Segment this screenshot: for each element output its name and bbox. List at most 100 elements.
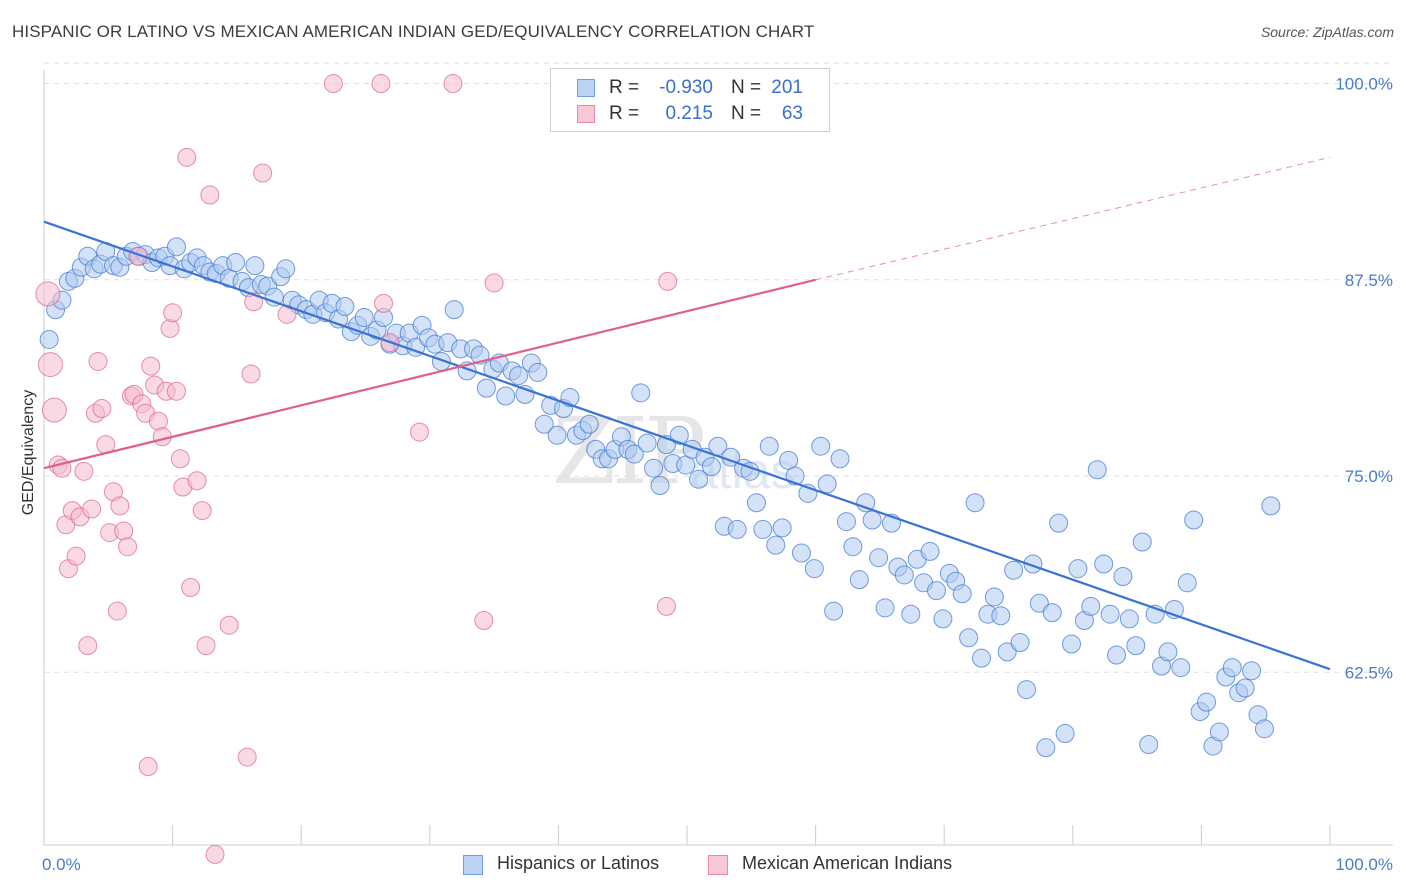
point-hispanic — [1113, 567, 1133, 587]
point-hispanic — [1184, 510, 1204, 530]
point-mexican-american-indian — [374, 293, 394, 313]
point-hispanic — [39, 329, 59, 349]
point-hispanic — [1261, 496, 1281, 516]
point-mexican-american-indian — [37, 352, 63, 378]
legend-n-value: 201 — [771, 77, 803, 98]
point-hispanic — [1242, 661, 1262, 681]
trend-extension-mexican-american-indian — [815, 156, 1331, 281]
point-mexican-american-indian — [219, 615, 239, 635]
point-mexican-american-indian — [141, 356, 161, 376]
point-mexican-american-indian — [371, 74, 391, 94]
point-hispanic — [746, 493, 766, 513]
point-hispanic — [824, 601, 844, 621]
point-hispanic — [335, 296, 355, 316]
point-hispanic — [984, 587, 1004, 607]
legend-r-value: -0.930 — [659, 77, 713, 98]
point-hispanic — [1171, 658, 1191, 678]
point-hispanic — [496, 386, 516, 406]
point-hispanic — [644, 458, 664, 478]
point-hispanic — [836, 512, 856, 532]
point-hispanic — [901, 604, 921, 624]
source-label: Source: ZipAtlas.com — [1260, 24, 1394, 40]
point-hispanic — [547, 425, 567, 445]
point-hispanic — [444, 300, 464, 320]
point-hispanic — [354, 307, 374, 327]
point-hispanic — [534, 414, 554, 434]
point-mexican-american-indian — [92, 399, 112, 419]
point-hispanic — [650, 475, 670, 495]
point-hispanic — [1177, 573, 1197, 593]
point-hispanic — [579, 414, 599, 434]
point-hispanic — [1209, 722, 1229, 742]
point-hispanic — [669, 425, 689, 445]
point-hispanic — [1139, 735, 1159, 755]
legend-label: Mexican American Indians — [742, 853, 953, 873]
point-mexican-american-indian — [88, 351, 108, 371]
point-hispanic — [875, 598, 895, 618]
point-hispanic — [245, 256, 265, 276]
point-mexican-american-indian — [196, 636, 216, 656]
point-mexican-american-indian — [177, 147, 197, 167]
point-mexican-american-indian — [187, 471, 207, 491]
point-hispanic — [1055, 724, 1075, 744]
point-hispanic — [830, 449, 850, 469]
point-mexican-american-indian — [484, 273, 504, 293]
series-hispanics-or-latinos — [39, 237, 1281, 758]
point-mexican-american-indian — [78, 636, 98, 656]
legend-swatch-pink — [577, 105, 595, 123]
point-hispanic — [1049, 513, 1069, 533]
point-hispanic — [1222, 658, 1242, 678]
point-hispanic — [1107, 645, 1127, 665]
point-hispanic — [1100, 604, 1120, 624]
point-mexican-american-indian — [205, 844, 225, 864]
point-hispanic — [997, 642, 1017, 662]
legend-label: Hispanics or Latinos — [497, 853, 660, 873]
y-tick-label: 75.0% — [1345, 467, 1393, 486]
point-hispanic — [856, 493, 876, 513]
point-hispanic — [869, 548, 889, 568]
series-mexican-american-indians — [35, 74, 678, 864]
point-mexican-american-indian — [74, 461, 94, 481]
legend-n-value: 63 — [781, 103, 803, 124]
point-hispanic — [843, 537, 863, 557]
point-hispanic — [971, 648, 991, 668]
point-hispanic — [766, 535, 786, 555]
point-hispanic — [811, 436, 831, 456]
point-mexican-american-indian — [41, 397, 67, 423]
point-hispanic — [965, 493, 985, 513]
point-hispanic — [727, 519, 747, 539]
point-hispanic — [1010, 632, 1030, 652]
y-tick-label: 87.5% — [1345, 271, 1393, 290]
point-hispanic — [849, 570, 869, 590]
legend-swatch-blue — [463, 855, 483, 875]
point-mexican-american-indian — [110, 496, 130, 516]
chart-title: HISPANIC OR LATINO VS MEXICAN AMERICAN I… — [12, 22, 815, 41]
point-hispanic — [1042, 603, 1062, 623]
point-hispanic — [276, 259, 296, 279]
legend-swatch-pink — [708, 855, 728, 875]
point-hispanic — [1126, 636, 1146, 656]
point-hispanic — [701, 457, 721, 477]
point-hispanic — [1036, 738, 1056, 758]
point-hispanic — [528, 362, 548, 382]
point-mexican-american-indian — [148, 411, 168, 431]
point-mexican-american-indian — [237, 747, 257, 767]
point-hispanic — [1062, 634, 1082, 654]
point-mexican-american-indian — [66, 546, 86, 566]
point-hispanic — [689, 469, 709, 489]
legend-row-hispanics: R = -0.930 N = 201 — [551, 75, 829, 101]
point-mexican-american-indian — [181, 578, 201, 598]
point-hispanic — [991, 606, 1011, 626]
point-mexican-american-indian — [443, 74, 463, 94]
point-mexican-american-indian — [114, 521, 134, 541]
point-mexican-american-indian — [163, 303, 183, 323]
trend-line-hispanic — [43, 220, 1331, 671]
point-hispanic — [1068, 559, 1088, 579]
point-mexican-american-indian — [410, 422, 430, 442]
trend-lines — [43, 156, 1331, 671]
point-mexican-american-indian — [474, 610, 494, 630]
point-hispanic — [509, 366, 529, 386]
point-mexican-american-indian — [656, 596, 676, 616]
point-hispanic — [631, 383, 651, 403]
legend-r-label: R = — [609, 77, 640, 98]
